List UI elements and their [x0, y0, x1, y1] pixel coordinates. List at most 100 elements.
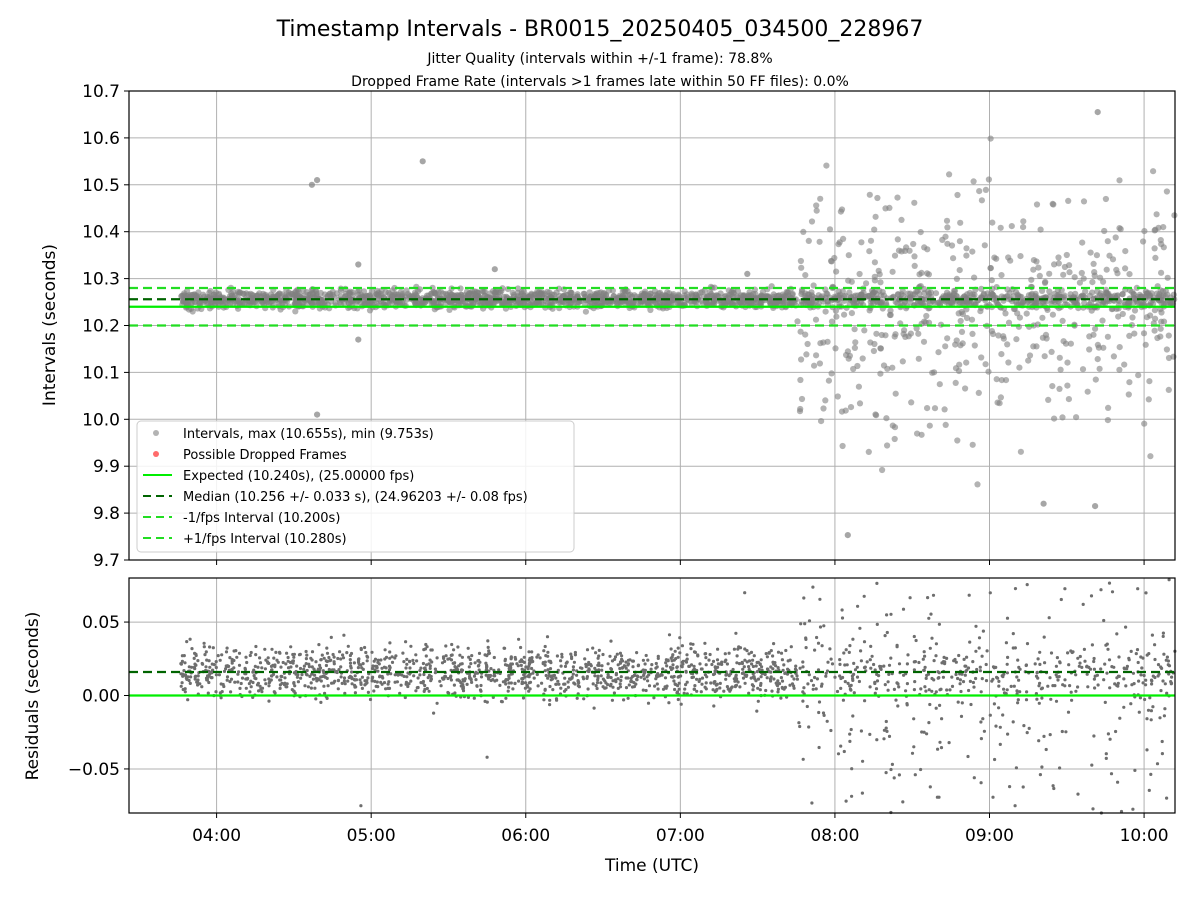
residual-point	[1015, 675, 1019, 679]
residual-point	[443, 659, 447, 664]
residual-outlier-point	[359, 804, 363, 808]
residual-point	[1018, 690, 1022, 694]
top-y-tick-label: 10.5	[82, 176, 120, 196]
residual-point	[249, 650, 253, 655]
residual-point	[596, 656, 600, 660]
interval-point	[1051, 261, 1058, 268]
residual-point	[678, 651, 682, 655]
residual-point	[520, 680, 525, 684]
residual-point	[298, 652, 302, 657]
residual-point	[310, 658, 314, 662]
residual-point	[202, 645, 206, 649]
residual-point	[543, 669, 547, 673]
residual-point	[886, 680, 890, 684]
residual-point	[991, 677, 995, 681]
residual-point	[216, 654, 220, 658]
residual-point	[877, 674, 881, 678]
residual-point	[419, 666, 423, 670]
residual-point	[254, 677, 258, 681]
residual-point	[374, 684, 378, 689]
residual-point	[298, 666, 303, 671]
interval-point	[458, 291, 465, 298]
residual-point	[724, 677, 728, 681]
interval-point	[798, 288, 806, 295]
residual-point	[912, 717, 916, 721]
residual-point	[723, 652, 727, 656]
residual-point	[252, 674, 256, 678]
residual-point	[646, 701, 651, 705]
interval-point	[1090, 331, 1097, 338]
residual-point	[399, 683, 403, 687]
interval-point	[843, 351, 850, 359]
residual-point	[751, 664, 756, 669]
residual-point	[258, 684, 262, 688]
interval-point	[1063, 251, 1070, 259]
interval-point	[737, 299, 744, 306]
residual-point	[291, 659, 295, 663]
residual-point	[1086, 685, 1090, 689]
residual-point	[817, 745, 821, 750]
residual-point	[927, 688, 931, 692]
residual-point	[551, 688, 555, 692]
residual-point	[938, 688, 942, 692]
residual-point	[585, 648, 590, 652]
residual-point	[585, 676, 589, 681]
residual-point	[741, 676, 746, 680]
interval-point	[1109, 256, 1117, 263]
residual-point	[786, 667, 790, 671]
interval-point	[582, 308, 590, 315]
residual-point	[809, 679, 814, 683]
interval-point	[911, 262, 918, 269]
residual-point	[666, 658, 670, 662]
residual-point	[853, 668, 858, 672]
residual-point	[1146, 708, 1151, 712]
residual-point	[1136, 587, 1140, 591]
residual-point	[208, 665, 212, 669]
residual-point	[478, 660, 482, 664]
residual-point	[735, 677, 739, 681]
bottom-y-ticks: −0.050.000.05	[68, 613, 129, 780]
residual-point	[266, 661, 270, 665]
interval-point	[1103, 266, 1110, 273]
residual-point	[757, 667, 761, 672]
interval-point	[212, 300, 219, 307]
residual-point	[527, 681, 531, 685]
residual-point	[214, 690, 218, 694]
residual-point	[806, 682, 810, 686]
interval-point	[876, 271, 883, 278]
residual-point	[1108, 737, 1112, 741]
residual-point	[1096, 683, 1100, 687]
residual-point	[1165, 796, 1169, 800]
residual-point	[400, 673, 404, 677]
interval-point	[1104, 417, 1111, 424]
interval-point	[520, 288, 527, 295]
interval-point	[969, 248, 976, 255]
residual-point	[1038, 662, 1042, 667]
residual-point	[278, 651, 282, 655]
interval-point	[889, 268, 896, 275]
interval-point	[1150, 168, 1157, 175]
interval-point	[669, 292, 676, 299]
interval-point	[915, 355, 922, 362]
residual-point	[535, 655, 539, 659]
interval-point	[1126, 379, 1133, 386]
residual-point	[305, 653, 309, 657]
chart-subtitle-jitter: Jitter Quality (intervals within +/-1 fr…	[426, 51, 772, 67]
residual-point	[409, 644, 413, 648]
residual-point	[1076, 685, 1080, 689]
residual-point	[828, 647, 832, 651]
residual-point	[924, 676, 928, 681]
residual-point	[543, 688, 547, 692]
residual-point	[708, 652, 712, 657]
residual-point	[840, 616, 845, 620]
residual-point	[267, 699, 271, 703]
bottom-x-ticks: 04:00 05:00 06:00 07:00 08:00 09:00 10:00	[192, 813, 1169, 846]
interval-point	[891, 252, 899, 259]
residual-point	[848, 732, 852, 736]
residual-point	[887, 663, 892, 667]
interval-point	[870, 347, 878, 355]
interval-point	[1102, 195, 1109, 203]
x-tick-label: 06:00	[501, 826, 550, 846]
residual-point	[958, 678, 963, 682]
